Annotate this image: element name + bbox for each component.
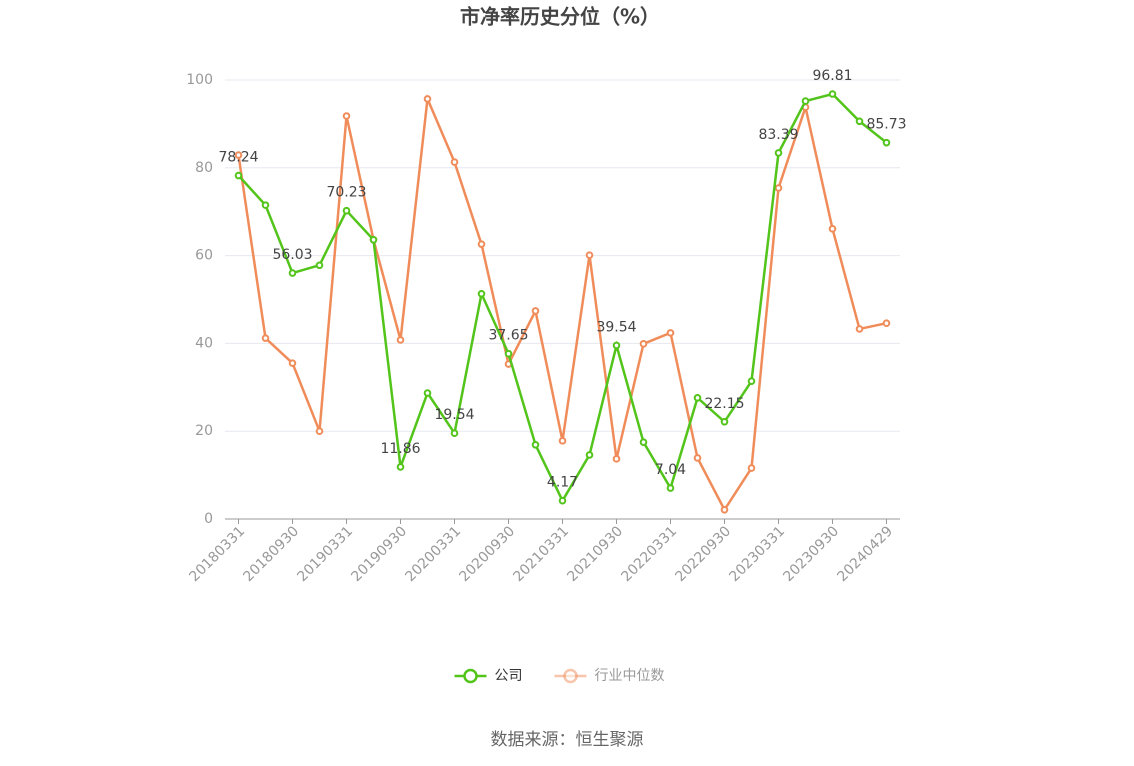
x-tick-label: 20200331	[402, 523, 464, 585]
legend-label: 行业中位数	[595, 668, 665, 684]
x-tick-label: 20210930	[564, 523, 626, 585]
point	[882, 138, 891, 147]
point	[612, 341, 621, 350]
x-tick-label: 20210331	[510, 523, 572, 585]
point	[423, 95, 432, 103]
data-label: 7.04	[655, 462, 686, 478]
point	[639, 438, 648, 446]
data-label: 37.65	[488, 328, 528, 344]
y-tick-label: 20	[195, 423, 213, 439]
point	[855, 117, 864, 126]
data-label: 56.03	[272, 247, 312, 263]
data-label: 96.81	[812, 68, 852, 84]
point	[882, 319, 891, 328]
point	[558, 437, 567, 445]
data-label: 85.73	[866, 117, 906, 133]
point	[450, 429, 459, 438]
point	[612, 455, 621, 463]
point	[234, 171, 243, 180]
y-tick-label: 0	[204, 511, 213, 527]
x-tick-label: 20230331	[726, 523, 788, 585]
legend-marker	[463, 668, 478, 684]
point	[477, 240, 486, 248]
data-label: 39.54	[596, 319, 636, 335]
x-tick-label: 20220930	[672, 523, 734, 585]
point	[477, 289, 486, 298]
x-tick-label: 20240429	[834, 523, 896, 585]
point	[747, 377, 756, 385]
point	[747, 464, 756, 472]
y-tick-label: 60	[195, 248, 213, 264]
point	[315, 261, 324, 270]
source: 数据来源：恒生聚源	[491, 730, 644, 750]
data-label: 22.15	[704, 396, 744, 412]
point	[261, 201, 270, 209]
point	[288, 359, 297, 367]
point	[774, 149, 783, 157]
point	[261, 334, 270, 342]
chart-title: 市净率历史分位（%）	[460, 5, 660, 29]
point	[585, 251, 594, 259]
series-line	[237, 94, 887, 513]
x-tick-label: 20230930	[780, 523, 842, 585]
point	[693, 394, 702, 402]
legend-marker	[563, 668, 578, 684]
point	[774, 184, 783, 192]
data-label: 11.86	[380, 441, 420, 457]
point	[396, 463, 405, 471]
data-label: 4.17	[547, 475, 578, 491]
x-tick-label: 20200930	[456, 523, 518, 585]
point	[531, 441, 540, 449]
point	[828, 90, 837, 98]
point	[450, 158, 459, 166]
y-tick-label: 40	[195, 335, 213, 351]
point	[342, 112, 351, 120]
point	[342, 206, 351, 215]
point	[585, 451, 594, 459]
x-tick-label: 20190331	[294, 523, 356, 585]
data-label: 19.54	[434, 407, 474, 423]
data-label: 83.39	[758, 127, 798, 143]
x-tick-label: 20190930	[348, 523, 410, 585]
point	[288, 269, 297, 277]
x-tick-label: 20180930	[240, 523, 302, 585]
point	[666, 329, 675, 337]
point	[423, 389, 432, 397]
data-label: 78.24	[218, 150, 258, 166]
x-tick-label: 20220331	[618, 523, 680, 585]
point	[828, 225, 837, 233]
x-tick-label: 20180331	[186, 523, 248, 585]
point	[234, 151, 243, 159]
point	[369, 235, 378, 244]
point	[720, 505, 729, 514]
data-label: 70.23	[326, 185, 366, 201]
point	[855, 325, 864, 333]
point	[720, 417, 729, 426]
y-tick-label: 80	[195, 160, 213, 176]
point	[639, 340, 648, 348]
point	[396, 336, 405, 344]
point	[531, 307, 540, 315]
y-tick-label: 100	[186, 72, 213, 88]
point	[315, 427, 324, 436]
point	[558, 496, 567, 505]
point	[666, 484, 675, 492]
legend-label: 公司	[495, 668, 523, 684]
point	[504, 349, 513, 358]
point	[801, 97, 810, 105]
point	[693, 454, 702, 462]
